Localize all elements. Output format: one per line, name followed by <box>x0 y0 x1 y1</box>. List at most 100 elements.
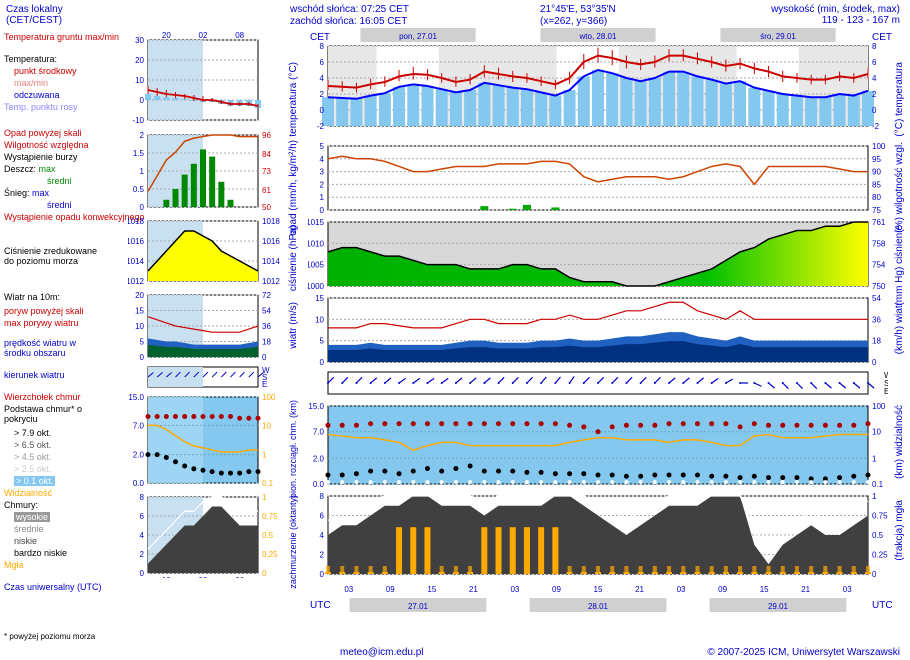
legend-cov45: > 4.5 okt. <box>14 452 51 462</box>
footer-copyright: © 2007-2025 ICM, Uniwersytet Warszawski <box>707 647 900 658</box>
left-winddir-chart: WSE <box>128 365 282 389</box>
svg-text:09: 09 <box>386 585 395 594</box>
legend-cloud-base: Podstawa chmur* o pokryciu <box>4 404 104 424</box>
legend-clow: niskie <box>14 536 37 546</box>
svg-text:96: 96 <box>262 131 271 140</box>
svg-text:-2: -2 <box>317 122 325 131</box>
svg-text:15: 15 <box>427 585 436 594</box>
svg-text:750: 750 <box>872 282 886 290</box>
svg-text:2: 2 <box>320 551 325 560</box>
local-time-label: Czas lokalny(CET/CEST) <box>6 4 63 26</box>
svg-text:09: 09 <box>718 585 727 594</box>
svg-text:1018: 1018 <box>128 217 145 226</box>
svg-text:E: E <box>884 387 888 396</box>
svg-text:0: 0 <box>872 106 877 115</box>
svg-text:10: 10 <box>872 428 881 437</box>
footer-email[interactable]: meteo@icm.edu.pl <box>340 647 424 658</box>
svg-text:2: 2 <box>872 90 877 99</box>
legend-temp-felt: odczuwana <box>14 90 60 100</box>
svg-text:7.0: 7.0 <box>133 421 145 430</box>
svg-text:5: 5 <box>140 338 145 347</box>
svg-text:0: 0 <box>320 106 325 115</box>
svg-text:36: 36 <box>872 315 881 324</box>
legend-pressure: Ciśnienie zredukowane do poziomu morza <box>4 246 104 266</box>
legend-utc: Czas uniwersalny (UTC) <box>4 582 102 592</box>
svg-text:29.01: 29.01 <box>768 602 789 611</box>
ylab-press-r: (mm Hg) ciśnienie <box>894 225 905 306</box>
svg-text:2: 2 <box>320 90 325 99</box>
svg-text:0.5: 0.5 <box>872 531 884 540</box>
svg-text:4: 4 <box>140 531 145 540</box>
legend-cov25: > 2.5 okt. <box>14 464 51 474</box>
svg-text:0: 0 <box>140 353 145 362</box>
legend-temp: Temperatura: <box>4 54 57 64</box>
legend-clouds: Chmury: <box>4 500 38 510</box>
svg-text:61: 61 <box>262 186 271 195</box>
svg-text:1015: 1015 <box>308 218 325 227</box>
svg-text:1005: 1005 <box>308 261 325 270</box>
legend-vis: Widzialność <box>4 488 52 498</box>
svg-text:śro, 29.01: śro, 29.01 <box>760 32 796 41</box>
svg-text:28.01: 28.01 <box>588 602 609 611</box>
svg-text:-2: -2 <box>872 122 880 131</box>
svg-text:03: 03 <box>843 585 852 594</box>
svg-text:754: 754 <box>872 261 886 270</box>
legend-cvlow: bardzo niskie <box>14 548 67 558</box>
svg-text:15.0: 15.0 <box>128 393 144 402</box>
legend-rain-avg: średni <box>47 176 72 186</box>
svg-text:18: 18 <box>262 338 271 347</box>
coords: 21°45'E, 53°35'N <box>540 4 616 15</box>
svg-text:36: 36 <box>262 322 271 331</box>
svg-text:72: 72 <box>262 291 271 300</box>
legend-cov65: > 6.5 okt. <box>14 440 51 450</box>
legend-storm: Wystąpienie burzy <box>4 152 77 162</box>
legend-gust-over: poryw powyżej skali <box>4 306 84 316</box>
svg-text:00: 00 <box>199 576 208 578</box>
svg-text:0: 0 <box>320 358 325 366</box>
svg-text:0.1: 0.1 <box>262 479 274 488</box>
legend-wind-spd: prędkość wiatru w środku obszaru <box>4 338 104 358</box>
svg-text:15: 15 <box>135 307 144 316</box>
pressure-chart: 1000750100575410107581015761 <box>308 218 888 290</box>
svg-text:3: 3 <box>320 168 325 177</box>
legend-fog: Mgła <box>4 560 24 570</box>
left-cloud-chart: 0.00.12.017.01015.0100 <box>128 392 282 488</box>
svg-text:2: 2 <box>140 131 145 140</box>
legend-snow: Śnieg: max <box>4 188 49 198</box>
svg-text:21: 21 <box>801 585 810 594</box>
svg-text:20: 20 <box>135 56 144 65</box>
svg-text:761: 761 <box>872 218 886 227</box>
svg-text:0: 0 <box>262 353 267 362</box>
svg-text:90: 90 <box>872 168 881 177</box>
svg-text:18: 18 <box>162 576 171 578</box>
svg-text:5: 5 <box>320 337 325 346</box>
sunrise: wschód słońca: 07:25 CET <box>290 4 409 15</box>
svg-text:10: 10 <box>135 76 144 85</box>
svg-text:06: 06 <box>235 576 244 578</box>
svg-text:0: 0 <box>262 569 267 578</box>
ylab-precip: opad (mm/h, kg/m²/h) <box>288 140 299 236</box>
svg-text:1: 1 <box>262 451 267 460</box>
svg-text:6: 6 <box>320 512 325 521</box>
legend-precip-over: Opad powyżej skali <box>4 128 82 138</box>
svg-text:20: 20 <box>162 31 171 40</box>
legend-cov01: > 0.1 okt. <box>14 476 55 486</box>
svg-text:95: 95 <box>872 155 881 164</box>
svg-text:6: 6 <box>872 58 877 67</box>
altitude: wysokość (min, środek, max)119 - 123 - 1… <box>730 4 900 26</box>
svg-text:1000: 1000 <box>308 282 325 290</box>
svg-text:2.0: 2.0 <box>133 451 145 460</box>
svg-text:0.0: 0.0 <box>313 480 325 488</box>
svg-text:pon, 27.01: pon, 27.01 <box>399 32 437 41</box>
legend-asl: * powyżej poziomu morza <box>4 632 95 641</box>
legend-temp-mid: punkt środkowy <box>14 66 77 76</box>
svg-text:6: 6 <box>320 58 325 67</box>
legend-dew: Temp. punktu rosy <box>4 102 78 112</box>
utc-right: UTC <box>872 600 893 611</box>
svg-text:0.25: 0.25 <box>262 550 278 559</box>
svg-text:1014: 1014 <box>262 257 280 266</box>
svg-text:0.1: 0.1 <box>872 480 884 488</box>
utc-left: UTC <box>310 600 331 611</box>
ylab-cloud: pion. rozciągł. chm. (km) <box>288 400 298 498</box>
svg-text:75: 75 <box>872 206 881 214</box>
